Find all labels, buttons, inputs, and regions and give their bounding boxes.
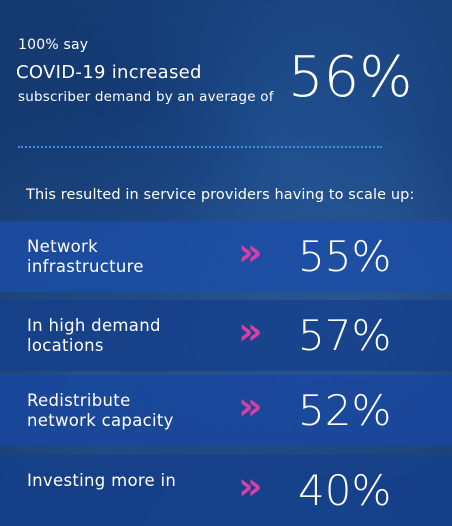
double-chevron-right-icon: »: [238, 464, 263, 508]
stat-row-label-line: In high demand: [27, 316, 161, 335]
stat-row-high-demand-locations: In high demand locations » 57%: [0, 300, 452, 371]
stat-row-label: Investing more in: [27, 471, 217, 491]
dotted-divider: [18, 146, 382, 148]
hero-line-percent-say: 100% say: [18, 37, 89, 53]
intro-text: This resulted in service providers havin…: [26, 187, 415, 203]
stat-row-value: 40%: [298, 466, 392, 515]
double-chevron-right-icon: »: [238, 230, 263, 274]
hero-line-demand: subscriber demand by an average of: [18, 89, 274, 105]
stat-row-label-line: network capacity: [27, 411, 174, 430]
stat-row-label: Network infrastructure: [27, 237, 217, 277]
stat-row-investing-more: Investing more in » 40%: [0, 455, 452, 526]
stat-row-label-line: infrastructure: [27, 257, 144, 276]
stat-row-label: Redistribute network capacity: [27, 391, 217, 431]
stat-row-value: 55%: [298, 232, 392, 281]
hero-stat-value: 56%: [288, 45, 413, 110]
hero-line-covid: COVID-19 increased: [16, 62, 202, 83]
hero-section: 100% say COVID-19 increased subscriber d…: [0, 0, 452, 160]
stat-row-label-line: locations: [27, 336, 104, 355]
stat-row-value: 52%: [298, 386, 392, 435]
stat-row-label-line: Network: [27, 237, 98, 256]
double-chevron-right-icon: »: [238, 309, 263, 353]
stat-row-network-infrastructure: Network infrastructure » 55%: [0, 221, 452, 292]
stat-row-value: 57%: [298, 311, 392, 360]
stat-row-label-line: Redistribute: [27, 391, 131, 410]
stat-row-label: In high demand locations: [27, 316, 217, 356]
double-chevron-right-icon: »: [238, 384, 263, 428]
stat-row-redistribute-capacity: Redistribute network capacity » 52%: [0, 375, 452, 446]
stat-row-label-line: Investing more in: [27, 471, 177, 490]
